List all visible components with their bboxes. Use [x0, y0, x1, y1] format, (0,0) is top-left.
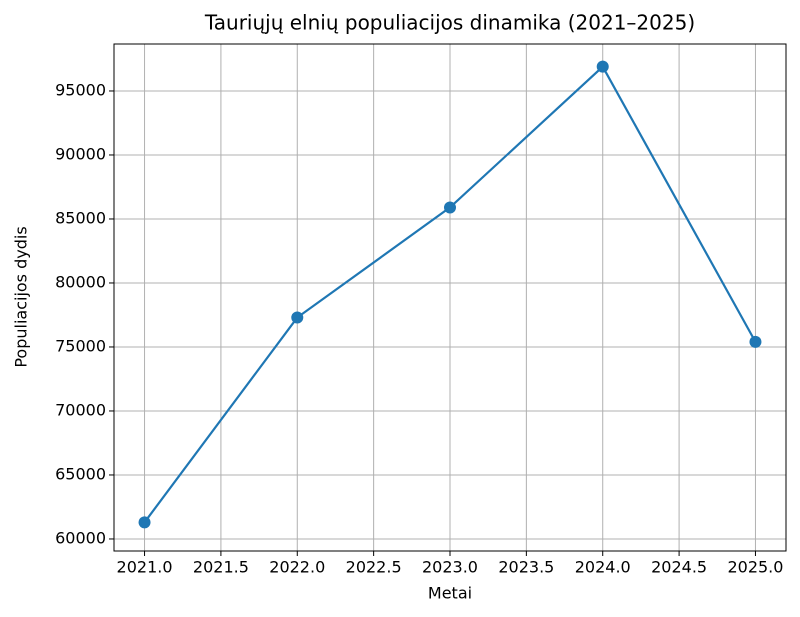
y-axis-label: Populiacijos dydis: [12, 226, 31, 367]
x-tick-label: 2021.5: [193, 558, 249, 577]
x-tick-label: 2022.5: [346, 558, 402, 577]
y-tick-label: 90000: [55, 144, 106, 163]
data-point: [291, 311, 304, 324]
y-tick-label: 60000: [55, 528, 106, 547]
x-tick-label: 2023.5: [498, 558, 554, 577]
data-point: [444, 201, 456, 214]
chart-title: Tauriųjų elnių populiacijos dinamika (20…: [204, 11, 695, 35]
x-tick-label: 2024.0: [575, 558, 631, 577]
x-tick-label: 2021.0: [117, 558, 173, 577]
y-tick-label: 70000: [55, 400, 106, 419]
x-tick-label: 2025.0: [727, 558, 783, 577]
x-tick-label: 2023.0: [422, 558, 478, 577]
y-tick-label: 95000: [55, 80, 106, 99]
y-tick-label: 75000: [55, 336, 106, 355]
plot-frame: [113, 43, 787, 552]
x-tick-label: 2024.5: [651, 558, 707, 577]
data-point: [749, 335, 762, 348]
x-tick-label: 2022.0: [269, 558, 325, 577]
data-point: [138, 516, 151, 529]
data-point: [596, 60, 609, 73]
y-tick-label: 80000: [55, 272, 106, 291]
y-tick-label: 65000: [55, 464, 106, 483]
x-axis-label: Metai: [428, 584, 472, 603]
y-tick-label: 85000: [55, 208, 106, 227]
